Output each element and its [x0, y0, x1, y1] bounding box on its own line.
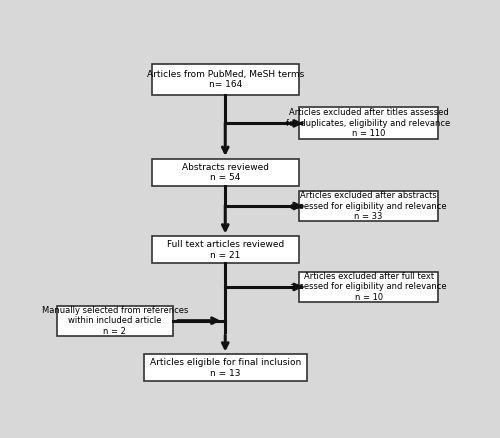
- FancyBboxPatch shape: [152, 237, 299, 263]
- Text: Articles excluded after full text
assessed for eligibility and relevance
n = 10: Articles excluded after full text assess…: [290, 272, 447, 302]
- Text: Articles excluded after abstracts
assessed for eligibility and relevance
n = 33: Articles excluded after abstracts assess…: [290, 191, 447, 221]
- FancyBboxPatch shape: [299, 107, 438, 139]
- FancyBboxPatch shape: [152, 159, 299, 186]
- Text: Abstracts reviewed
n = 54: Abstracts reviewed n = 54: [182, 162, 269, 182]
- Text: Articles from PubMed, MeSH terms
n= 164: Articles from PubMed, MeSH terms n= 164: [146, 70, 304, 89]
- FancyBboxPatch shape: [299, 272, 438, 302]
- Text: Full text articles reviewed
n = 21: Full text articles reviewed n = 21: [166, 240, 284, 260]
- Text: Articles excluded after titles assessed
for duplicates, eligibility and relevanc: Articles excluded after titles assessed …: [286, 109, 451, 138]
- FancyBboxPatch shape: [56, 306, 173, 336]
- FancyBboxPatch shape: [144, 354, 306, 381]
- Text: Articles eligible for final inclusion
n = 13: Articles eligible for final inclusion n …: [150, 358, 301, 378]
- FancyBboxPatch shape: [299, 191, 438, 221]
- Text: Manually selected from references
within included article
n = 2: Manually selected from references within…: [42, 306, 188, 336]
- FancyBboxPatch shape: [152, 64, 299, 95]
